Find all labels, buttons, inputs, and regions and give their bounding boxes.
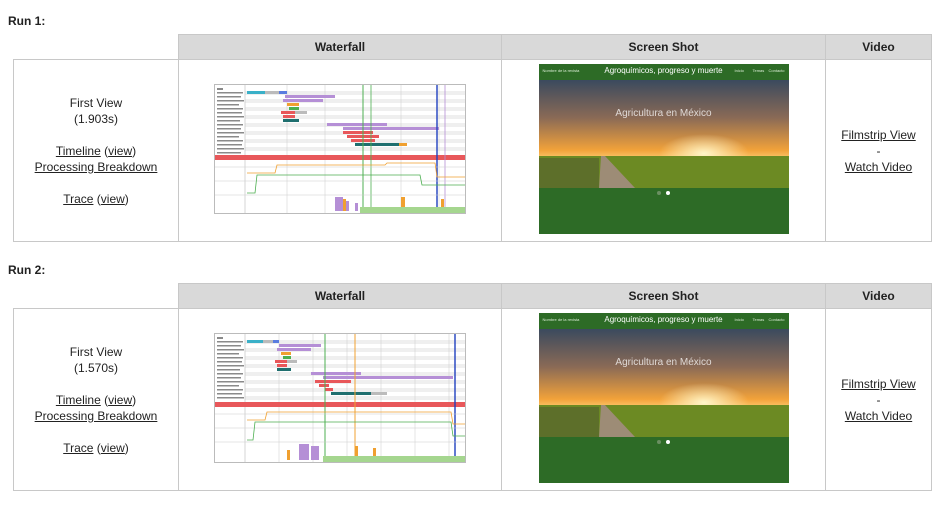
run-1-meta-cell: First View (1.903s) Timeline (view) Proc… <box>13 59 179 242</box>
waterfall-column-header: Waterfall <box>178 283 502 309</box>
trace-view-link[interactable]: view <box>100 440 125 455</box>
site-nav-item: Inicio <box>734 68 744 73</box>
site-nav-item: Temas <box>752 317 765 322</box>
site-title: Agroquímicos, progreso y muerte <box>604 66 723 75</box>
waterfall-thumbnail[interactable] <box>214 84 466 214</box>
site-nav-item: Contacto <box>768 68 785 73</box>
waterfall-thumbnail[interactable] <box>214 333 466 463</box>
trace-link[interactable]: Trace <box>63 440 94 455</box>
run-2-screenshot-cell: Nombre de la revista Agroquímicos, progr… <box>501 308 826 491</box>
filmstrip-view-link[interactable]: Filmstrip View <box>841 376 916 391</box>
trace-link[interactable]: Trace <box>63 191 94 206</box>
hero-caption: Agricultura en México <box>615 357 712 368</box>
site-nav-item: Temas <box>752 68 765 73</box>
run-1-waterfall-cell <box>178 59 502 242</box>
filmstrip-view-link[interactable]: Filmstrip View <box>841 127 916 142</box>
timeline-link[interactable]: Timeline <box>55 392 101 407</box>
run-2-data-row: First View (1.570s) Timeline (view) Proc… <box>13 308 932 491</box>
carousel-dot-active[interactable] <box>665 191 670 195</box>
site-header <box>538 313 789 329</box>
blank-header-cell <box>14 35 179 60</box>
site-brand: Nombre de la revista <box>542 68 580 73</box>
trace-row: Trace (view) <box>63 191 129 206</box>
link-separator: - <box>876 392 881 407</box>
timeline-row: Timeline (view) <box>55 392 137 407</box>
watch-video-link[interactable]: Watch Video <box>844 408 913 423</box>
blank-header-cell <box>14 284 179 309</box>
run-1-data-row: First View (1.903s) Timeline (view) Proc… <box>13 59 932 242</box>
carousel-dot[interactable] <box>656 191 661 195</box>
hero-sunset-image <box>538 80 789 188</box>
video-column-header: Video <box>825 34 932 60</box>
carousel-dot-active[interactable] <box>665 440 670 444</box>
processing-breakdown-link[interactable]: Processing Breakdown <box>34 408 158 423</box>
run-2-meta-cell: First View (1.570s) Timeline (view) Proc… <box>13 308 179 491</box>
screenshot-column-header: Screen Shot <box>501 34 826 60</box>
site-title: Agroquímicos, progreso y muerte <box>604 315 723 324</box>
run-1-screenshot-cell: Nombre de la revista Agroquímicos, progr… <box>501 59 826 242</box>
video-column-header: Video <box>825 283 932 309</box>
timeline-view-link[interactable]: view <box>108 392 133 407</box>
hero-sunset-image <box>538 329 789 437</box>
screenshot-column-header: Screen Shot <box>501 283 826 309</box>
trace-view-link[interactable]: view <box>100 191 125 206</box>
load-time: (1.903s) <box>73 111 119 126</box>
screenshot-thumbnail[interactable]: Nombre de la revista Agroquímicos, progr… <box>538 64 789 234</box>
processing-breakdown-link[interactable]: Processing Breakdown <box>34 159 158 174</box>
link-separator: - <box>876 143 881 158</box>
run-1-heading: Run 1: <box>8 14 46 28</box>
run-2-header-row: Waterfall Screen Shot Video <box>14 283 932 309</box>
run-1-results-table: Waterfall Screen Shot Video First View (… <box>13 34 932 242</box>
run-1-header-row: Waterfall Screen Shot Video <box>14 34 932 60</box>
load-time: (1.570s) <box>73 360 119 375</box>
site-nav-item: Inicio <box>734 317 744 322</box>
timeline-link[interactable]: Timeline <box>55 143 101 158</box>
carousel-dot[interactable] <box>656 440 661 444</box>
waterfall-column-header: Waterfall <box>178 34 502 60</box>
hero-caption: Agricultura en México <box>615 108 712 119</box>
run-2-video-cell: Filmstrip View - Watch Video <box>825 308 932 491</box>
trace-row: Trace (view) <box>63 440 129 455</box>
first-view-label: First View <box>69 344 123 359</box>
screenshot-thumbnail[interactable]: Nombre de la revista Agroquímicos, progr… <box>538 313 789 483</box>
run-1-video-cell: Filmstrip View - Watch Video <box>825 59 932 242</box>
timeline-row: Timeline (view) <box>55 143 137 158</box>
first-view-label: First View <box>69 95 123 110</box>
run-2-results-table: Waterfall Screen Shot Video First View (… <box>13 283 932 491</box>
watch-video-link[interactable]: Watch Video <box>844 159 913 174</box>
site-nav-item: Contacto <box>768 317 785 322</box>
timeline-view-link[interactable]: view <box>108 143 133 158</box>
site-brand: Nombre de la revista <box>542 317 580 322</box>
site-header <box>538 64 789 80</box>
run-2-heading: Run 2: <box>8 263 46 277</box>
run-2-waterfall-cell <box>178 308 502 491</box>
